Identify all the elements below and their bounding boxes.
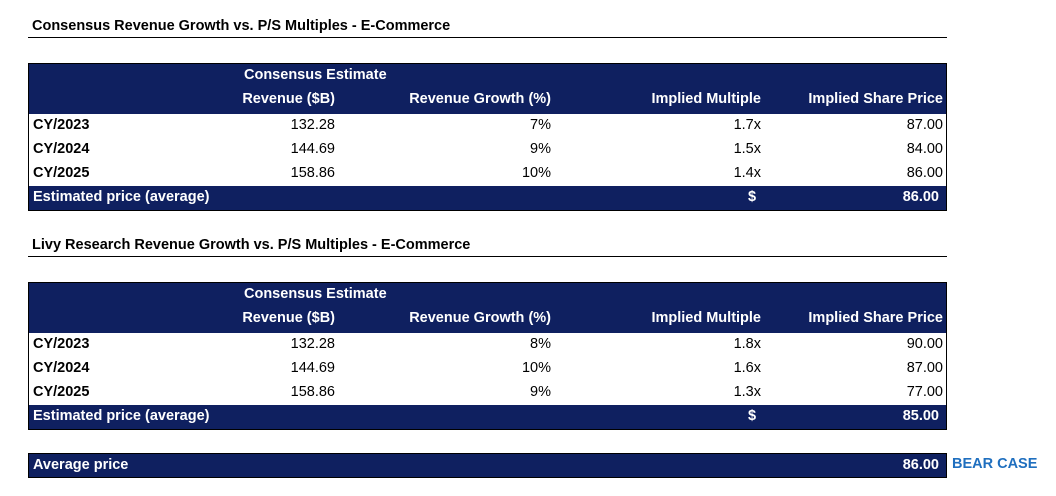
- section-title-livy: Livy Research Revenue Growth vs. P/S Mul…: [32, 237, 471, 253]
- row-label: CY/2023: [33, 336, 90, 352]
- growth-cell: 8%: [530, 336, 551, 352]
- table-header: Consensus Estimate Revenue ($B) Revenue …: [29, 64, 946, 114]
- row-label: CY/2023: [33, 117, 90, 133]
- title-underline: [28, 256, 947, 257]
- table-row: CY/2024 144.69 10% 1.6x 87.00: [29, 357, 946, 381]
- estimated-price-row: Estimated price (average) $ 85.00: [29, 405, 946, 429]
- consensus-table: Consensus Estimate Revenue ($B) Revenue …: [28, 63, 947, 211]
- estimated-price-value: 86.00: [902, 189, 939, 205]
- table-header: Consensus Estimate Revenue ($B) Revenue …: [29, 283, 946, 333]
- multiple-cell: 1.8x: [733, 336, 761, 352]
- multiple-cell: 1.5x: [733, 141, 761, 157]
- row-label: CY/2025: [33, 165, 90, 181]
- currency-symbol: $: [748, 408, 757, 424]
- group-header: Consensus Estimate: [244, 286, 387, 302]
- revenue-cell: 132.28: [290, 117, 335, 133]
- col-header-revenue: Revenue ($B): [242, 91, 335, 107]
- col-header-price: Implied Share Price: [808, 310, 943, 326]
- price-cell: 90.00: [906, 336, 943, 352]
- price-cell: 77.00: [906, 384, 943, 400]
- table-row: CY/2023 132.28 8% 1.8x 90.00: [29, 333, 946, 357]
- col-header-revenue: Revenue ($B): [242, 310, 335, 326]
- average-price-value: 86.00: [902, 457, 939, 473]
- revenue-cell: 158.86: [290, 384, 335, 400]
- price-cell: 86.00: [906, 165, 943, 181]
- livy-table: Consensus Estimate Revenue ($B) Revenue …: [28, 282, 947, 430]
- case-label: BEAR CASE: [952, 456, 1038, 472]
- col-header-growth: Revenue Growth (%): [409, 310, 551, 326]
- price-cell: 87.00: [906, 117, 943, 133]
- section-title-consensus: Consensus Revenue Growth vs. P/S Multipl…: [32, 18, 451, 34]
- growth-cell: 9%: [530, 141, 551, 157]
- average-price-bar: Average price 86.00: [28, 453, 947, 478]
- growth-cell: 7%: [530, 117, 551, 133]
- group-header: Consensus Estimate: [244, 67, 387, 83]
- table-row: CY/2025 158.86 10% 1.4x 86.00: [29, 162, 946, 186]
- average-price-label: Average price: [33, 457, 129, 473]
- estimated-price-value: 85.00: [902, 408, 939, 424]
- growth-cell: 9%: [530, 384, 551, 400]
- multiple-cell: 1.4x: [733, 165, 761, 181]
- multiple-cell: 1.7x: [733, 117, 761, 133]
- row-label: CY/2024: [33, 360, 90, 376]
- estimated-price-row: Estimated price (average) $ 86.00: [29, 186, 946, 210]
- revenue-cell: 132.28: [290, 336, 335, 352]
- col-header-price: Implied Share Price: [808, 91, 943, 107]
- multiple-cell: 1.3x: [733, 384, 761, 400]
- col-header-multiple: Implied Multiple: [651, 91, 761, 107]
- col-header-growth: Revenue Growth (%): [409, 91, 551, 107]
- revenue-cell: 144.69: [290, 141, 335, 157]
- table-row: CY/2024 144.69 9% 1.5x 84.00: [29, 138, 946, 162]
- title-underline: [28, 37, 947, 38]
- table-row: CY/2023 132.28 7% 1.7x 87.00: [29, 114, 946, 138]
- revenue-cell: 158.86: [290, 165, 335, 181]
- price-cell: 87.00: [906, 360, 943, 376]
- currency-symbol: $: [748, 189, 757, 205]
- revenue-cell: 144.69: [290, 360, 335, 376]
- growth-cell: 10%: [521, 165, 551, 181]
- multiple-cell: 1.6x: [733, 360, 761, 376]
- estimated-price-label: Estimated price (average): [33, 189, 210, 205]
- price-cell: 84.00: [906, 141, 943, 157]
- col-header-multiple: Implied Multiple: [651, 310, 761, 326]
- table-row: CY/2025 158.86 9% 1.3x 77.00: [29, 381, 946, 405]
- row-label: CY/2024: [33, 141, 90, 157]
- row-label: CY/2025: [33, 384, 90, 400]
- growth-cell: 10%: [521, 360, 551, 376]
- estimated-price-label: Estimated price (average): [33, 408, 210, 424]
